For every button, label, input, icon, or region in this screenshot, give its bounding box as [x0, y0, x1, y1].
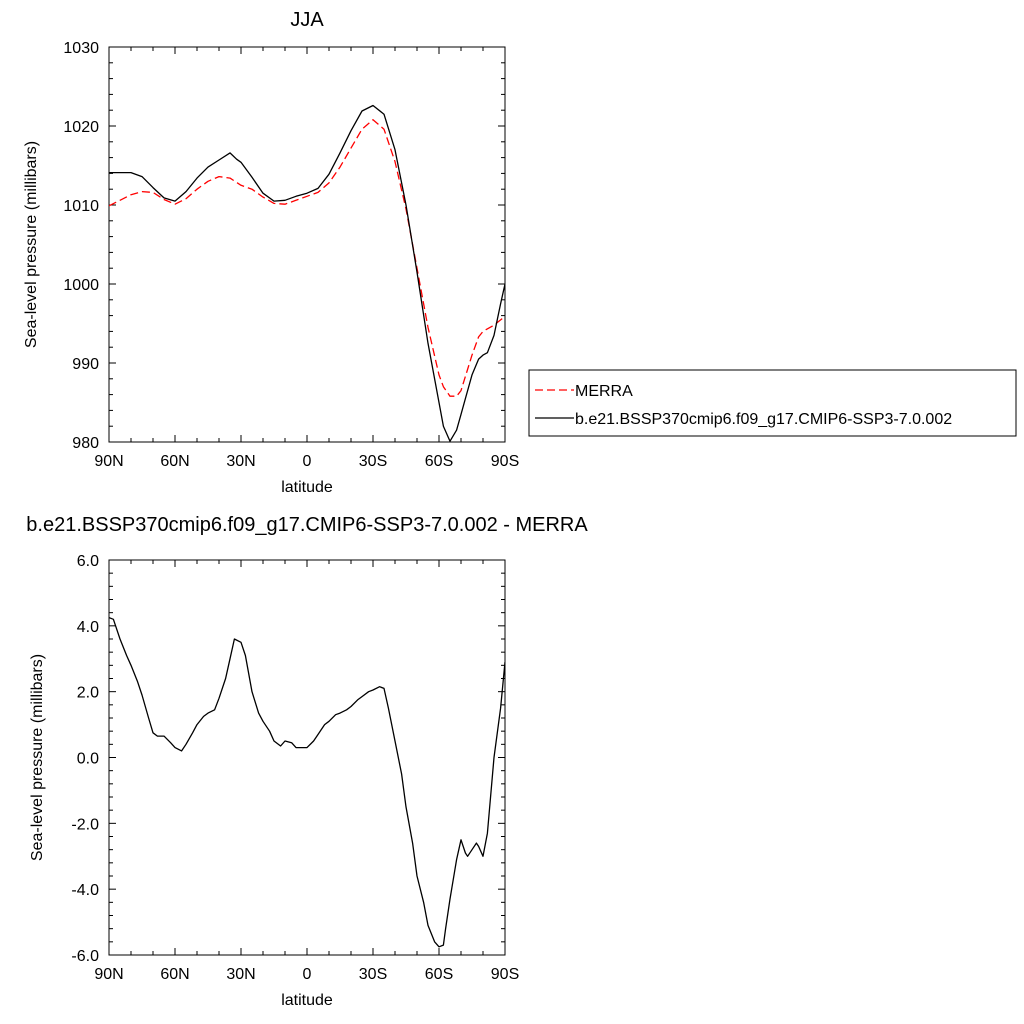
- x-tick-label: 90N: [94, 453, 123, 470]
- legend-box: [528, 369, 1017, 437]
- legend-label: MERRA: [575, 383, 633, 400]
- x-tick-label: 0: [303, 966, 312, 983]
- x-tick-label: 90S: [491, 453, 519, 470]
- series-line-merra: [109, 119, 505, 397]
- y-tick-label: 1020: [63, 119, 99, 136]
- y-axis-label: Sea-level pressure (millibars): [29, 654, 46, 861]
- y-tick-label: 1010: [63, 198, 99, 215]
- x-tick-label: 30N: [226, 453, 255, 470]
- y-tick-label: 1000: [63, 277, 99, 294]
- chart-panel-2: b.e21.BSSP370cmip6.f09_g17.CMIP6-SSP3-7.…: [26, 514, 588, 1009]
- y-tick-label: 2.0: [77, 685, 99, 702]
- series-line-b-e21-bssp370cmip6-f09-g17-cmip6-ssp3-7-0-002: [109, 104, 505, 442]
- x-tick-label: 60N: [160, 966, 189, 983]
- x-tick-label: 30S: [359, 966, 387, 983]
- chart-title: b.e21.BSSP370cmip6.f09_g17.CMIP6-SSP3-7.…: [26, 514, 588, 536]
- plot-frame: [108, 559, 506, 956]
- y-tick-label: 6.0: [77, 553, 99, 570]
- x-axis-label: latitude: [281, 992, 333, 1009]
- x-tick-label: 90S: [491, 966, 519, 983]
- chart-title: JJA: [290, 9, 324, 31]
- y-tick-label: 980: [72, 435, 99, 452]
- y-axis-label: Sea-level pressure (millibars): [23, 141, 40, 348]
- x-tick-label: 60S: [425, 966, 453, 983]
- y-tick-label: 0.0: [77, 751, 99, 768]
- series-line-difference: [109, 616, 505, 948]
- x-axis-label: latitude: [281, 479, 333, 496]
- x-tick-label: 0: [303, 453, 312, 470]
- y-tick-label: 1030: [63, 40, 99, 57]
- y-tick-label: -4.0: [71, 882, 99, 899]
- x-tick-label: 60N: [160, 453, 189, 470]
- y-tick-label: -6.0: [71, 948, 99, 965]
- x-tick-label: 90N: [94, 966, 123, 983]
- chart-panel-1: JJA 90N 60N 30N 0 30S 60S 90S 980 990 1000 1010 1020…: [23, 9, 1017, 496]
- x-tick-label: 30N: [226, 966, 255, 983]
- plot-frame: [108, 46, 506, 443]
- y-tick-label: 990: [72, 356, 99, 373]
- y-tick-label: 4.0: [77, 619, 99, 636]
- y-tick-label: -2.0: [71, 816, 99, 833]
- x-tick-label: 60S: [425, 453, 453, 470]
- legend: MERRA b.e21.BSSP370cmip6.f09_g17.CMIP6-SS…: [528, 369, 1017, 437]
- x-tick-label: 30S: [359, 453, 387, 470]
- legend-label: b.e21.BSSP370cmip6.f09_g17.CMIP6-SSP3-7.…: [575, 411, 952, 428]
